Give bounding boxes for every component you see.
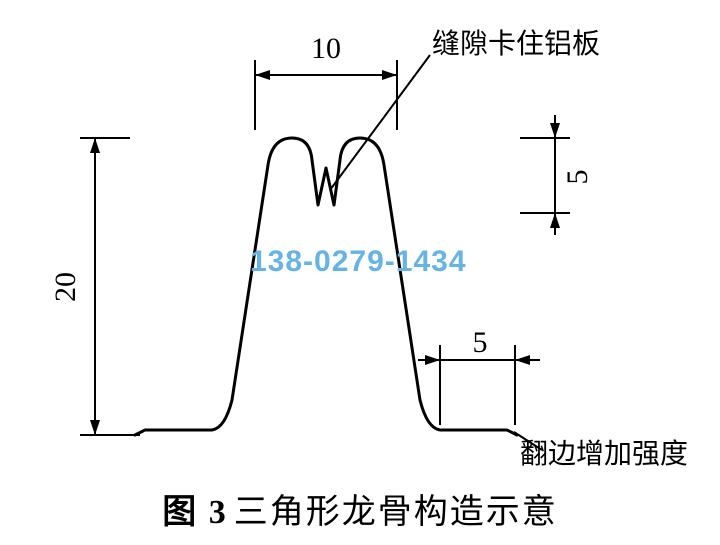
dim-top-width xyxy=(255,60,397,130)
figure-stage: 10 20 5 5 缝隙卡住铝板 翻边增加强度 138-0279-1434 图 … xyxy=(0,0,720,545)
annotation-slot: 缝隙卡住铝板 xyxy=(432,22,600,62)
dim-top-width-label: 10 xyxy=(300,32,352,66)
dim-flange-width-label: 5 xyxy=(460,326,500,360)
keel-profile xyxy=(135,138,517,435)
dim-notch-depth-label: 5 xyxy=(561,157,595,197)
watermark-text: 138-0279-1434 xyxy=(250,245,467,279)
figure-caption-text: 三角形龙骨构造示意 xyxy=(234,494,558,531)
figure-caption: 图 3三角形龙骨构造示意 xyxy=(0,484,720,533)
annotation-flange: 翻边增加强度 xyxy=(520,432,688,472)
dim-total-height xyxy=(80,138,140,435)
dim-total-height-label: 20 xyxy=(49,261,83,313)
figure-caption-prefix: 图 3 xyxy=(162,494,228,531)
